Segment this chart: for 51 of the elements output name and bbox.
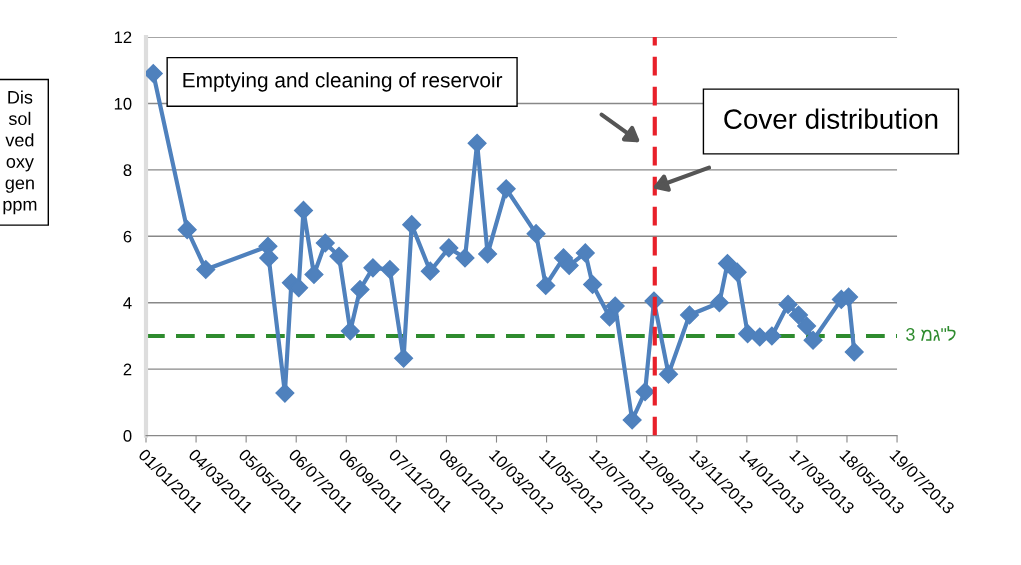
point: [635, 382, 655, 402]
point: [259, 248, 279, 268]
point: [350, 279, 370, 299]
point: [709, 293, 729, 313]
point: [536, 275, 556, 296]
y-tick-label: 0: [123, 430, 132, 442]
point: [293, 200, 314, 220]
point: [402, 215, 422, 235]
point: [583, 274, 603, 295]
point: [455, 248, 475, 268]
annotation: Emptying and cleaning of reservoir: [183, 72, 503, 92]
point: [788, 305, 809, 325]
point: [304, 264, 324, 285]
y-tick-label: 8: [123, 164, 132, 177]
point: [467, 133, 487, 153]
point: [727, 262, 747, 282]
ref-line-label: 3 מג"ל: [906, 325, 956, 342]
point: [394, 348, 414, 368]
point: [478, 244, 498, 264]
point: [340, 321, 360, 341]
point: [420, 261, 440, 281]
y-tick-label: 6: [123, 230, 132, 243]
point: [196, 259, 216, 280]
point: [315, 233, 335, 253]
point: [380, 259, 400, 280]
y-tick-label: 10: [114, 97, 132, 110]
point: [526, 224, 546, 244]
y-tick-label: 4: [123, 297, 132, 309]
point: [496, 179, 516, 199]
point: [329, 246, 349, 266]
y-tick-label: 2: [123, 363, 132, 376]
y-axis-title: Dissolved oxygen ppm: [3, 90, 37, 215]
annotation: Cover distribution: [724, 108, 938, 129]
point: [559, 256, 579, 276]
point: [600, 307, 620, 327]
point: [605, 296, 625, 316]
point: [363, 258, 383, 278]
point: [622, 410, 642, 430]
y-tick-label: 12: [114, 31, 132, 44]
point: [803, 330, 823, 350]
point: [658, 364, 679, 384]
point: [177, 220, 197, 240]
point: [575, 243, 595, 263]
point: [439, 238, 459, 258]
point: [717, 254, 737, 274]
point: [797, 316, 817, 336]
point: [275, 383, 295, 403]
point: [778, 294, 798, 314]
point: [844, 342, 864, 362]
point: [679, 305, 700, 325]
point: [762, 326, 782, 346]
